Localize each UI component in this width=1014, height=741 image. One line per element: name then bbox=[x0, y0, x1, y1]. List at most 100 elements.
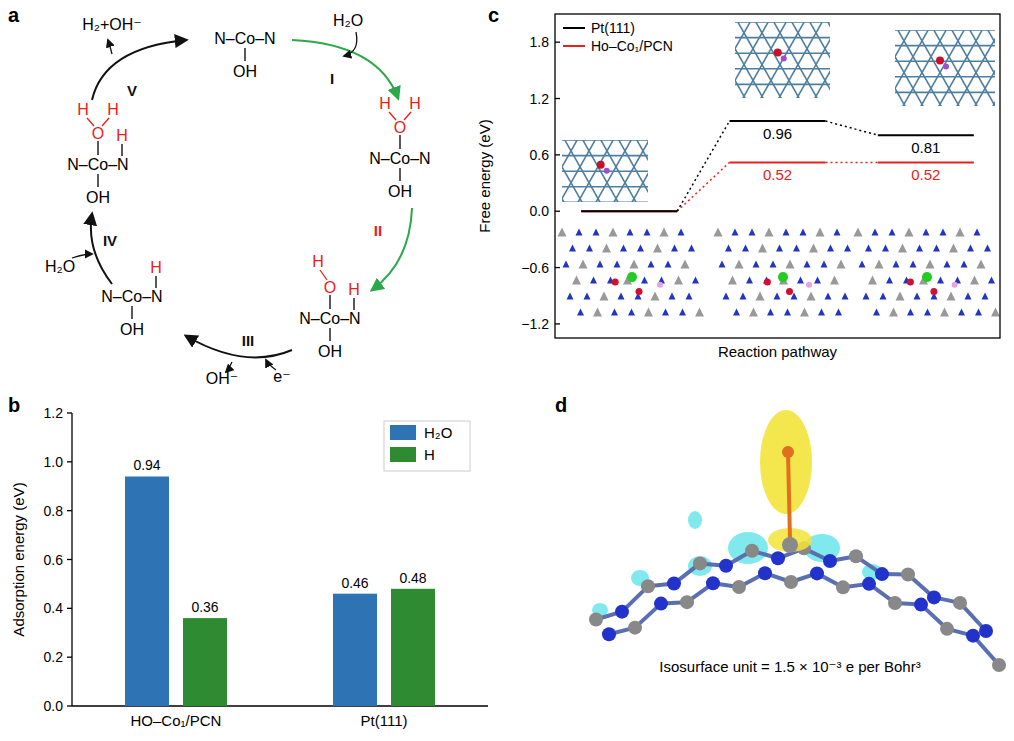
lattice-line bbox=[895, 76, 995, 78]
atom: H bbox=[379, 95, 391, 112]
atom bbox=[836, 580, 850, 594]
lattice-inset bbox=[562, 140, 648, 202]
atom bbox=[835, 309, 842, 316]
atom bbox=[927, 590, 941, 604]
data-label: 0.96 bbox=[763, 125, 792, 142]
atom bbox=[628, 621, 642, 635]
atom bbox=[814, 277, 821, 284]
connector bbox=[677, 121, 729, 211]
atom bbox=[933, 245, 940, 252]
atom bbox=[597, 161, 605, 169]
tick bbox=[67, 559, 72, 560]
bond bbox=[353, 298, 354, 310]
atom bbox=[886, 277, 893, 284]
atom bbox=[784, 575, 798, 589]
legend-swatch bbox=[390, 425, 416, 440]
atom bbox=[784, 309, 791, 316]
bond bbox=[320, 270, 327, 280]
atom bbox=[723, 293, 730, 300]
lattice-line bbox=[949, 30, 995, 106]
atom bbox=[880, 293, 887, 300]
atom bbox=[882, 245, 889, 252]
atom bbox=[604, 168, 610, 174]
atom bbox=[842, 293, 849, 300]
tick bbox=[67, 510, 72, 511]
lattice-line bbox=[825, 22, 830, 98]
tick-label: 1.2 bbox=[530, 91, 550, 107]
atom bbox=[662, 309, 669, 316]
atom bbox=[641, 579, 655, 593]
tick-label: 0.6 bbox=[530, 147, 550, 163]
tick-label: −0.6 bbox=[521, 260, 549, 276]
atom bbox=[991, 308, 1000, 317]
bond bbox=[121, 144, 122, 156]
atom bbox=[563, 261, 570, 268]
data-label: 0.94 bbox=[133, 457, 160, 473]
atom bbox=[873, 309, 880, 316]
atom bbox=[970, 276, 979, 285]
atom bbox=[977, 260, 986, 269]
atom bbox=[569, 245, 576, 252]
lattice-line bbox=[735, 84, 830, 86]
atom bbox=[725, 245, 732, 252]
lattice-line bbox=[789, 22, 830, 98]
bond bbox=[329, 328, 330, 341]
atom bbox=[809, 244, 818, 253]
levels bbox=[581, 121, 974, 211]
panel-label: b bbox=[8, 394, 20, 416]
step-label: II bbox=[374, 222, 382, 239]
bond bbox=[329, 295, 330, 309]
lattice-line bbox=[990, 30, 995, 106]
atom bbox=[681, 260, 690, 269]
atom bbox=[783, 229, 790, 236]
caption: Isosurface unit = 1.5 × 10⁻³ e per Bohr³ bbox=[659, 658, 920, 675]
atom bbox=[956, 228, 965, 237]
species-core: N–Co–N bbox=[369, 150, 430, 167]
atom bbox=[800, 308, 809, 317]
atom bbox=[922, 272, 932, 282]
tick bbox=[555, 211, 560, 212]
bond bbox=[399, 168, 400, 181]
lattice-line bbox=[794, 22, 830, 98]
atom bbox=[654, 597, 668, 611]
atom bbox=[937, 277, 944, 284]
bond bbox=[131, 306, 132, 319]
atom bbox=[943, 63, 949, 69]
legend-label: Pt(111) bbox=[591, 20, 635, 36]
atom bbox=[693, 556, 707, 570]
atom bbox=[865, 245, 872, 252]
atom bbox=[940, 308, 949, 317]
energy-level bbox=[730, 120, 826, 122]
atom: H bbox=[348, 281, 360, 298]
atom bbox=[577, 309, 584, 316]
step-arrow bbox=[91, 214, 112, 284]
atom bbox=[686, 293, 693, 300]
species-axial: OH bbox=[318, 343, 342, 360]
species-axial: OH bbox=[86, 189, 110, 206]
atom: H bbox=[409, 95, 421, 112]
lattice-line bbox=[611, 140, 648, 202]
tick bbox=[555, 42, 560, 43]
atom bbox=[770, 261, 777, 268]
atom bbox=[936, 56, 944, 64]
energy-level bbox=[581, 210, 677, 212]
species-core: N–Co–N bbox=[67, 156, 128, 173]
atom bbox=[844, 245, 851, 252]
bars bbox=[125, 476, 435, 706]
atom bbox=[944, 261, 951, 268]
bond bbox=[87, 118, 94, 126]
atom bbox=[614, 261, 621, 268]
tick-label: HO–Co₁/PCN bbox=[131, 712, 222, 729]
atom bbox=[859, 261, 866, 268]
atom bbox=[746, 277, 753, 284]
atom bbox=[651, 292, 660, 301]
bar bbox=[391, 589, 435, 706]
tick-label: 0.8 bbox=[44, 503, 64, 519]
lattice-inset bbox=[735, 22, 830, 98]
atom bbox=[680, 595, 694, 609]
species-arrow bbox=[108, 40, 112, 54]
energy-level bbox=[878, 161, 974, 163]
isosurface bbox=[760, 410, 812, 514]
atom bbox=[916, 245, 923, 252]
atom bbox=[669, 293, 676, 300]
